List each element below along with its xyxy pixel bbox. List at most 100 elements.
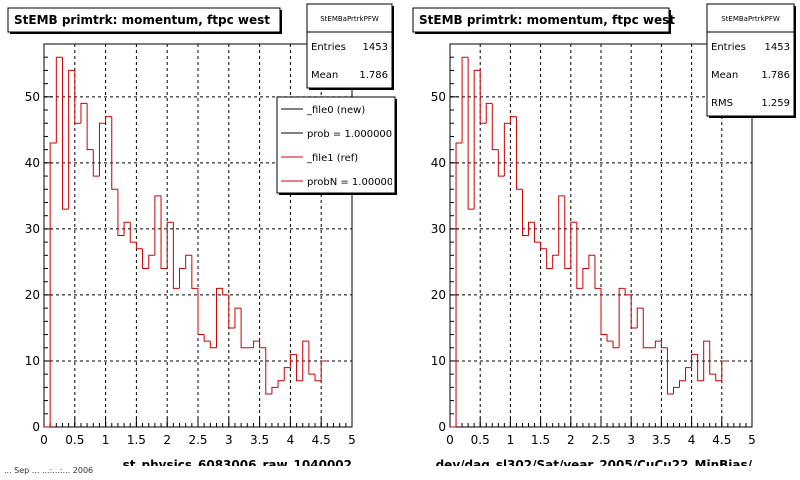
histogram-bin (55, 56, 63, 144)
x-tick-label: 5 (348, 433, 356, 447)
stats-label: Entries (711, 42, 746, 53)
canvas-footer-text: ... Sep ... ...:...:... 2006 (4, 466, 94, 475)
histogram-bin (509, 116, 517, 124)
x-tick-label: 4.5 (712, 433, 731, 447)
x-tick-label: 4 (688, 433, 696, 447)
stats-name: StEMBaPrtrkPFW (721, 15, 780, 23)
histogram-bin (642, 308, 650, 349)
legend-label: prob = 1.000000 (307, 129, 392, 140)
stats-name: StEMBaPrtrkPFW (320, 15, 379, 23)
histogram-bin (105, 116, 112, 124)
stats-box (306, 3, 393, 89)
x-tick-label: 1.5 (531, 433, 550, 447)
histogram-bin (503, 122, 511, 177)
x-tick-label: 2 (567, 433, 575, 447)
y-tick-label: 0 (438, 420, 446, 434)
histogram-bin (271, 386, 279, 394)
histogram-bin (721, 360, 728, 381)
histogram-bin (491, 103, 499, 151)
histogram-bin (660, 341, 668, 349)
y-tick-label: 10 (431, 354, 446, 368)
x-tick-label: 2 (163, 433, 171, 447)
histogram-bin (497, 149, 505, 177)
stats-value: 1.786 (761, 70, 790, 81)
chart-title: StEMB primtrk: momentum, ftpc west (419, 13, 675, 27)
y-tick-label: 30 (431, 222, 446, 236)
x-tick-label: 1 (507, 433, 515, 447)
histogram-bin (612, 341, 620, 349)
histogram-bin (672, 386, 680, 394)
x-tick-label: 2.5 (591, 433, 610, 447)
histogram-bin (606, 334, 614, 342)
histogram-bin (191, 255, 198, 289)
histogram-bin (320, 360, 328, 381)
histogram-bin (314, 374, 322, 382)
y-tick-label: 0 (32, 420, 40, 434)
histogram-bin (142, 248, 149, 270)
histogram-bin (123, 221, 131, 236)
histogram-bin (172, 222, 180, 289)
histogram-bin (576, 222, 583, 289)
histogram-bin (154, 195, 162, 256)
histogram-bin (485, 102, 493, 124)
histogram-bin (528, 221, 535, 236)
histogram-bin (98, 122, 106, 177)
x-tick-label: 0 (40, 433, 48, 447)
histogram-plots: 0 0.5 1 1.5 2 2.5 3 3.5 4 4.5 501020304050st_physi… (7, 3, 796, 473)
histogram-bin (179, 268, 186, 289)
legend-label: _file1 (ref) (306, 153, 358, 164)
histogram-bin (540, 242, 547, 250)
histogram-bin (259, 341, 266, 349)
x-tick-label: 3.5 (250, 433, 269, 447)
legend-label: _file0 (new) (306, 105, 365, 116)
histogram-bin (691, 353, 698, 368)
y-tick-label: 20 (25, 288, 40, 302)
histogram-bin (92, 149, 100, 177)
histogram-bin (289, 353, 297, 368)
histogram-bin (166, 221, 174, 269)
x-tick-label: 3 (627, 433, 635, 447)
histogram-bin (49, 142, 57, 427)
histogram-bin (222, 288, 229, 296)
histogram-bin (558, 195, 565, 256)
histogram-bin (86, 103, 94, 151)
histogram-bin (197, 288, 205, 336)
histogram-bin (185, 254, 192, 269)
y-tick-label: 10 (25, 354, 40, 368)
histogram-bin (209, 341, 217, 349)
x-tick-label: 2.5 (188, 433, 207, 447)
stats-value: 1453 (363, 42, 388, 53)
histogram-bin (455, 142, 463, 427)
histogram-bin (564, 195, 571, 270)
legend-box (276, 96, 396, 194)
histogram-bin (703, 340, 710, 381)
histogram-bin (624, 288, 632, 296)
stats-box (706, 3, 795, 117)
histogram-bin (636, 307, 644, 328)
stats-value: 1453 (765, 42, 790, 53)
x-axis-label: dev/daq_sl302/Sat/year_2005/CuCu22_MinBi… (436, 458, 753, 466)
histogram-bin (252, 340, 260, 348)
x-axis-label: st_physics_6083006_raw_1040002 (123, 458, 352, 466)
histogram-bin (594, 255, 601, 289)
stats-label: Mean (711, 70, 738, 81)
histogram-bin (654, 340, 662, 348)
histogram-bin (80, 102, 88, 124)
histogram-bin (552, 254, 559, 269)
histogram-bin (228, 294, 235, 329)
histogram-bin (265, 347, 272, 395)
x-tick-label: 0.5 (471, 433, 490, 447)
histogram-bin (135, 242, 143, 250)
histogram-bin (546, 248, 553, 270)
histogram-bin (679, 380, 686, 388)
histogram-bin (160, 195, 168, 270)
x-tick-label: 4.5 (312, 433, 331, 447)
y-tick-label: 40 (431, 156, 446, 170)
histogram-bin (296, 354, 303, 382)
y-tick-label: 50 (431, 90, 446, 104)
histogram-bin (308, 341, 316, 375)
x-tick-label: 1.5 (127, 433, 146, 447)
histogram-bin (630, 294, 638, 329)
y-tick-label: 20 (431, 288, 446, 302)
